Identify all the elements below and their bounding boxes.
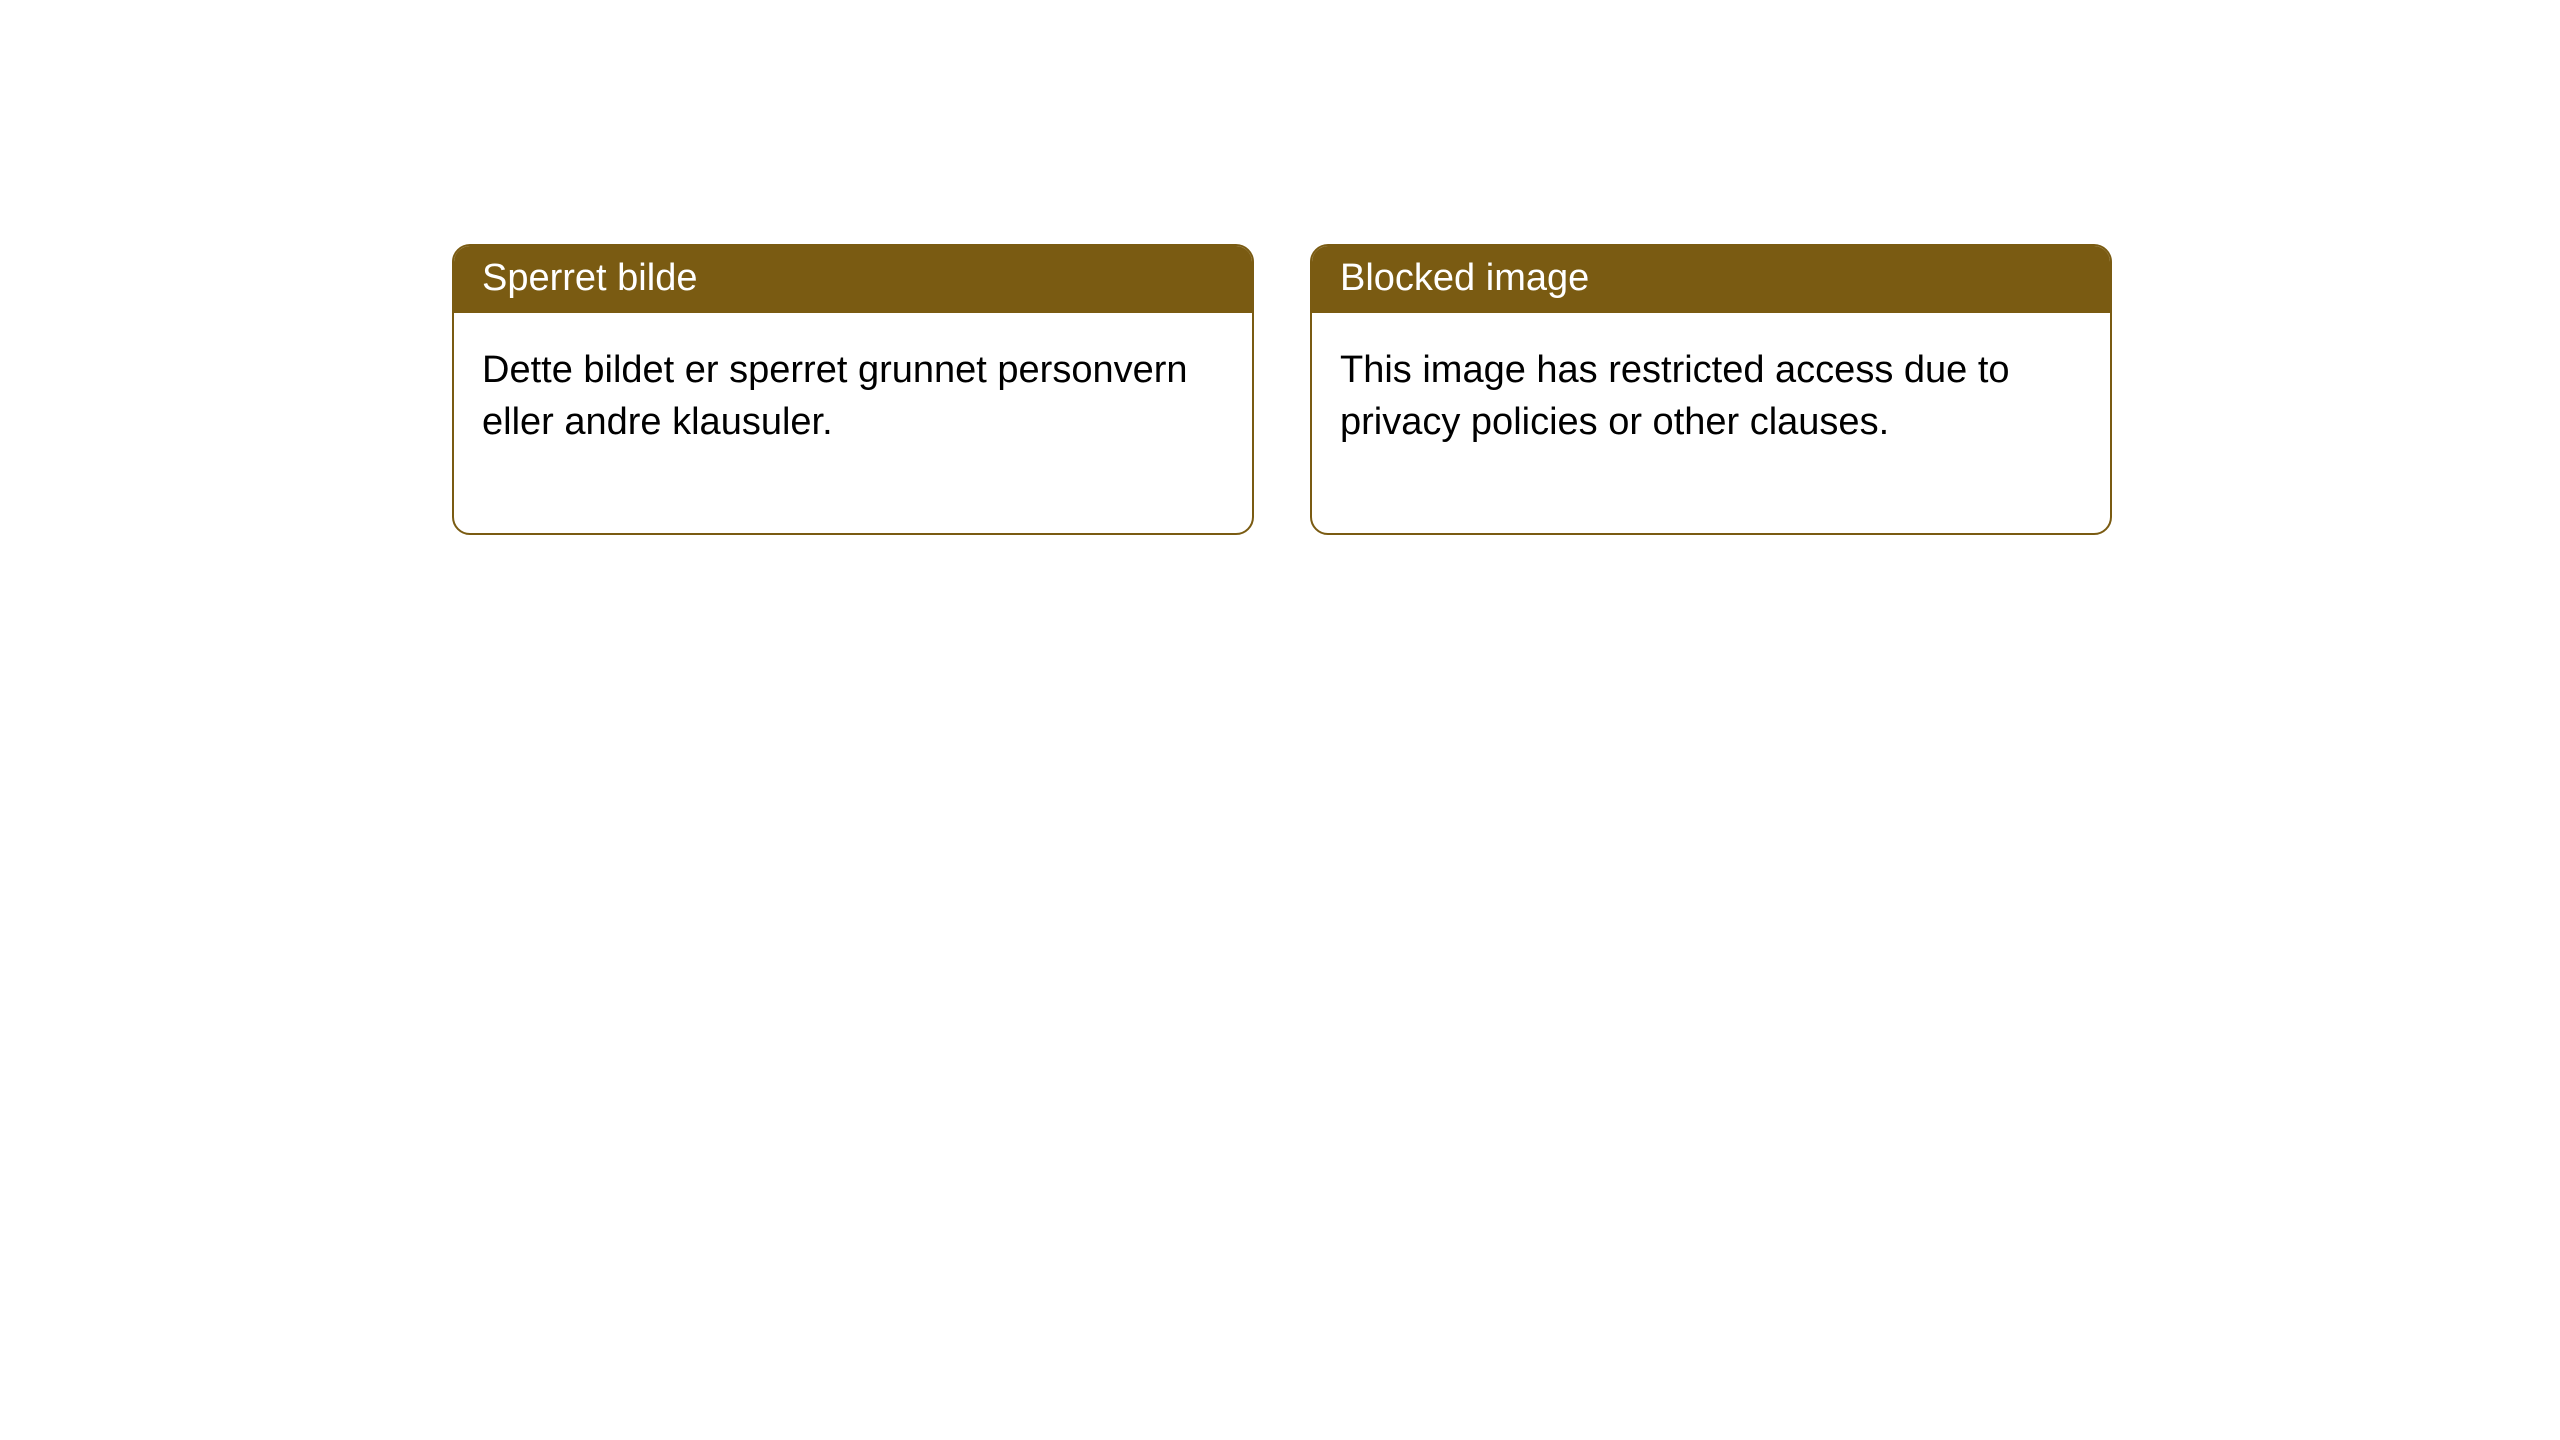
notice-body-english: This image has restricted access due to …	[1312, 313, 2110, 533]
notice-container: Sperret bilde Dette bildet er sperret gr…	[0, 0, 2560, 535]
notice-body-norwegian: Dette bildet er sperret grunnet personve…	[454, 313, 1252, 533]
notice-header-norwegian: Sperret bilde	[454, 246, 1252, 313]
notice-box-english: Blocked image This image has restricted …	[1310, 244, 2112, 535]
notice-box-norwegian: Sperret bilde Dette bildet er sperret gr…	[452, 244, 1254, 535]
notice-header-english: Blocked image	[1312, 246, 2110, 313]
